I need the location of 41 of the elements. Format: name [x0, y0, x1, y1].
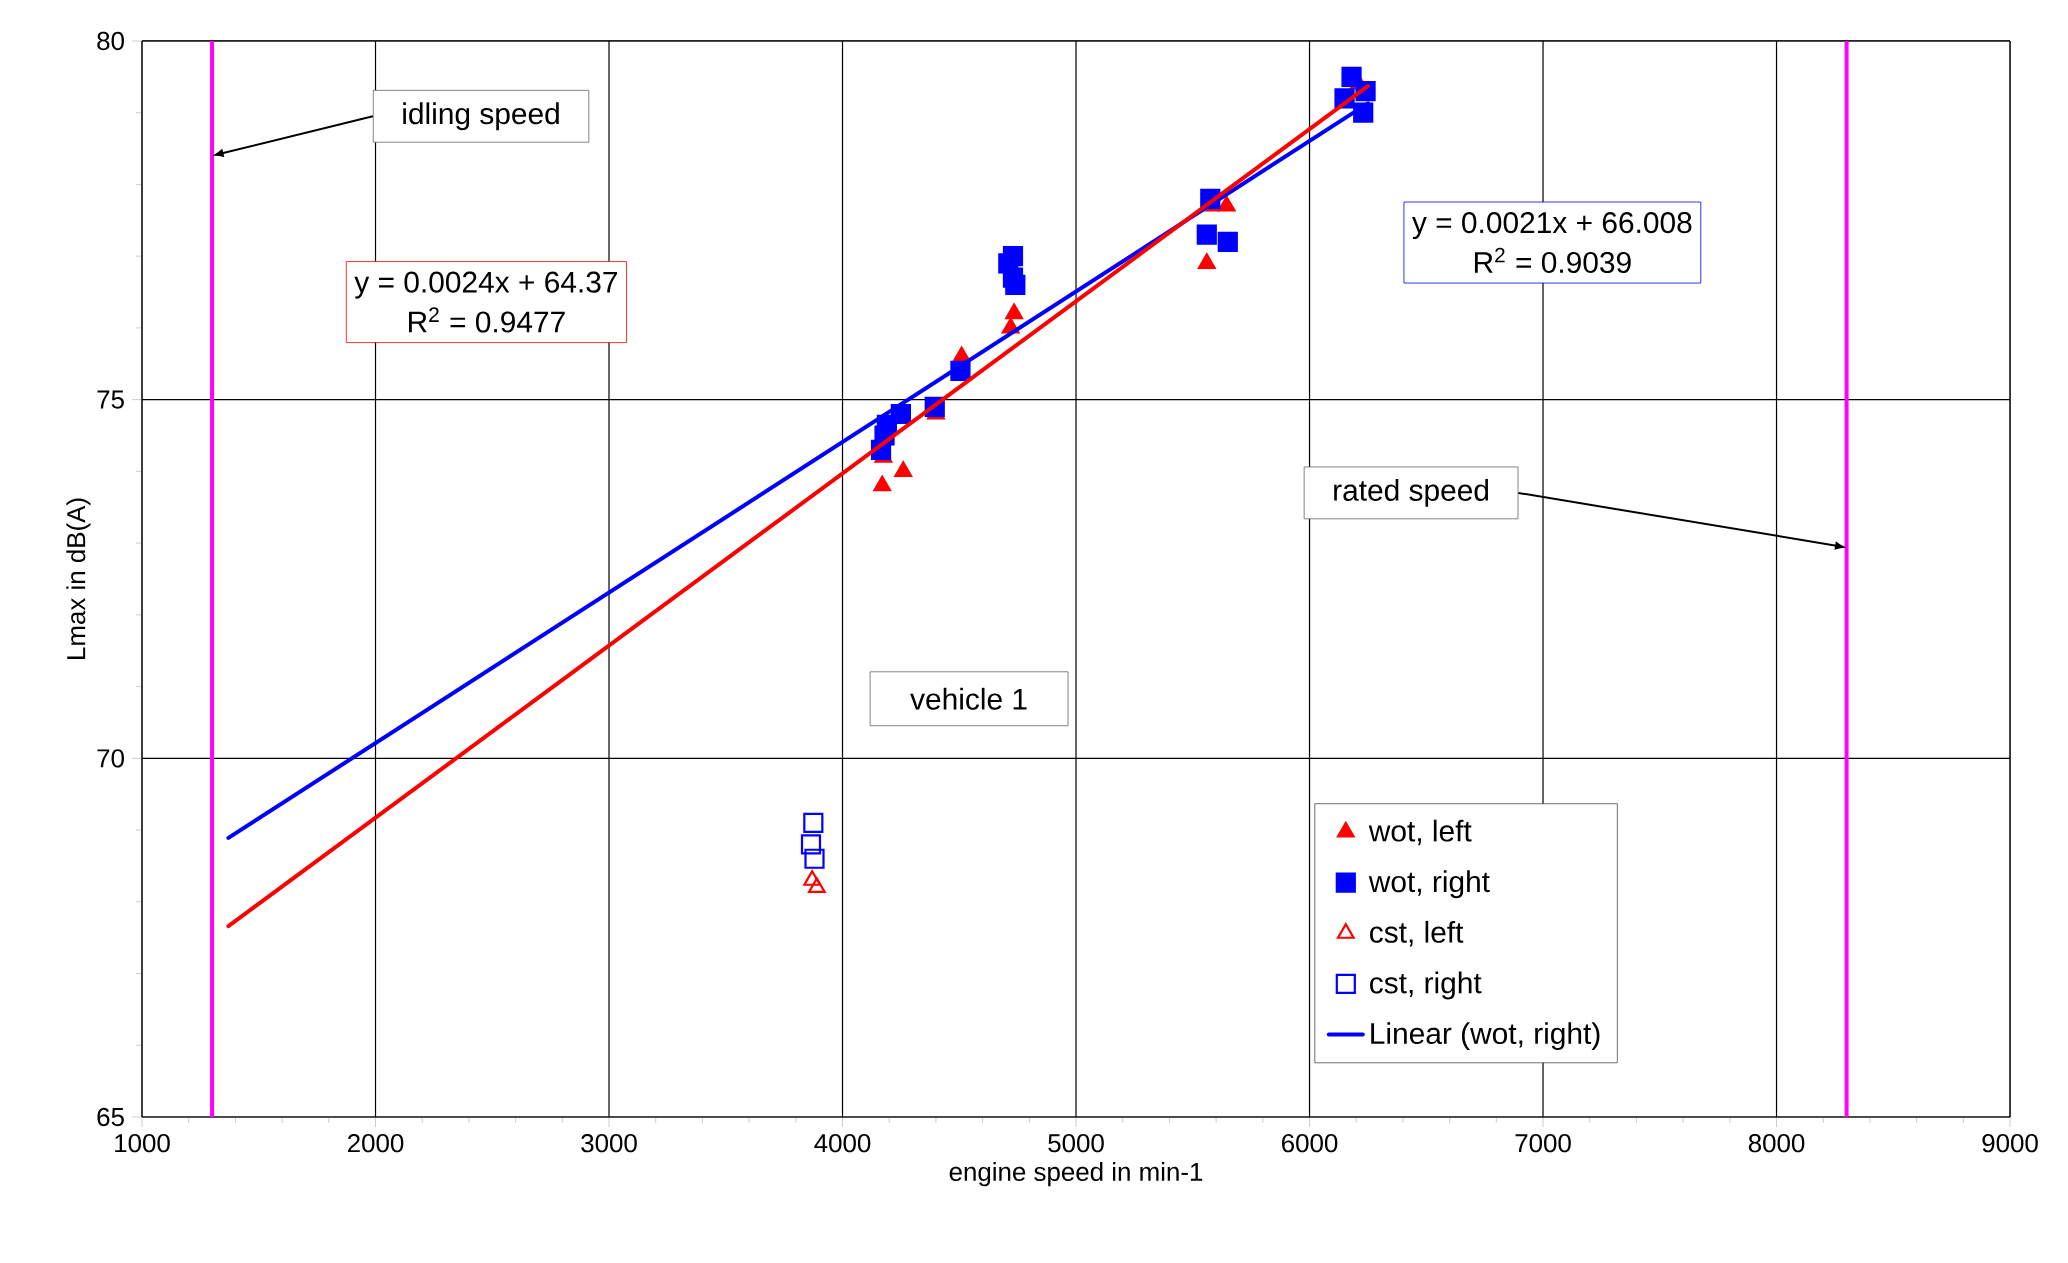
- annotation: R$^{2}$ = 0.9039: [1474, 247, 1631, 274]
- y-tick-label: 65: [97, 1107, 124, 1127]
- ref-line-label: rated speed: [1334, 478, 1489, 507]
- x-tick-label: 3000: [581, 1134, 637, 1153]
- y-tick-label: 75: [97, 390, 124, 409]
- x-tick-label: 2000: [348, 1134, 404, 1153]
- point: [1005, 274, 1026, 295]
- x-tick-label: 7000: [1515, 1134, 1571, 1153]
- ref-line-label: idling speed: [403, 102, 559, 131]
- point: [1002, 246, 1024, 267]
- legend-label: wot, left: [1368, 819, 1472, 846]
- x-tick-label: 4000: [814, 1134, 871, 1153]
- x-tick-label: 6000: [1282, 1134, 1338, 1153]
- annotation: vehicle 1: [910, 687, 1027, 710]
- point: [1197, 253, 1216, 269]
- legend-label: Linear (wot, right): [1371, 1022, 1600, 1050]
- point: [807, 877, 826, 894]
- annotation: y = 0.0021x + 66.008: [1412, 212, 1692, 240]
- legend-label: wot, right: [1368, 870, 1490, 899]
- x-tick-label: 8000: [1748, 1134, 1805, 1153]
- annotation: R$^{2}$ = 0.9477: [409, 307, 565, 333]
- point: [873, 475, 892, 492]
- point: [803, 812, 824, 833]
- y-tick-label: 70: [97, 749, 124, 768]
- point: [803, 870, 822, 886]
- point: [1217, 195, 1236, 212]
- point: [804, 848, 825, 869]
- point: [1217, 231, 1238, 252]
- legend-label: cst, left: [1370, 920, 1464, 947]
- x-tick-label: 9000: [1982, 1134, 2038, 1153]
- y-axis-title: Lmax in dB(A): [66, 498, 91, 659]
- point: [1005, 303, 1024, 320]
- point: [1196, 224, 1217, 245]
- point: [894, 461, 913, 477]
- x-tick-label: 1000: [115, 1134, 170, 1153]
- x-tick-label: 5000: [1048, 1134, 1104, 1153]
- x-axis-title: engine speed in min-1: [949, 1162, 1203, 1187]
- annotation: y = 0.0024x + 64.37: [354, 271, 617, 299]
- point: [800, 834, 822, 855]
- y-tick-label: 80: [97, 31, 124, 51]
- legend-label: cst, right: [1370, 971, 1482, 1000]
